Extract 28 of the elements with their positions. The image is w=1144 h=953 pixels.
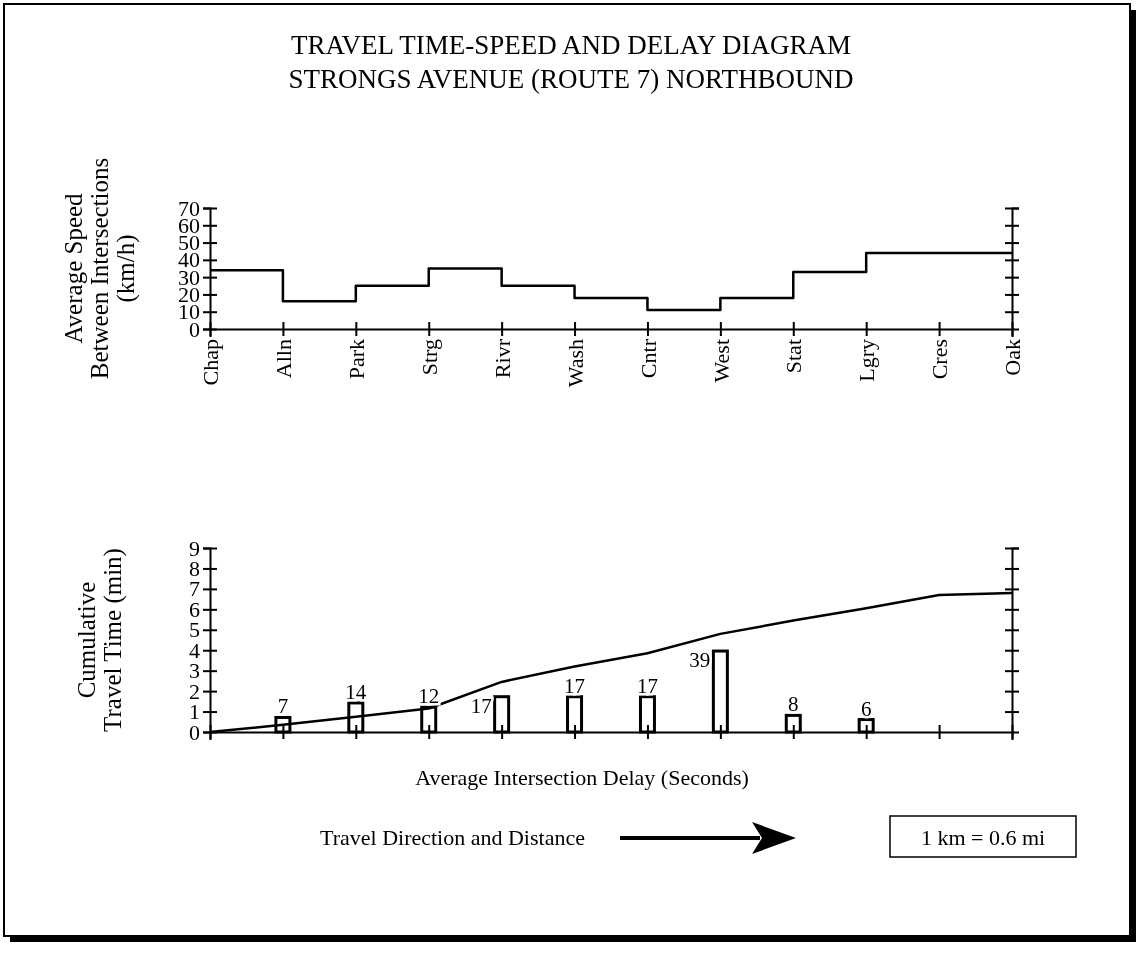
x-tick-label: Alln <box>271 339 297 379</box>
x-tick-label: Lgry <box>854 339 880 382</box>
data-label: 14 <box>345 679 367 704</box>
x-tick-label: Park <box>344 339 370 380</box>
text: 1 km = 0.6 mi <box>920 825 1046 850</box>
data-label: 8 <box>788 692 799 717</box>
x-tick-label: Rivr <box>489 338 515 379</box>
x-axis-title: Average Intersection Delay (Seconds) <box>415 765 749 790</box>
x-tick-label: Cntr <box>635 338 661 379</box>
y-axis-title: Cumulative Travel Time (min) <box>73 548 128 732</box>
x-tick-label: Strg <box>416 339 442 376</box>
data-label: 17 <box>564 673 586 698</box>
x-tick-label: Cres <box>927 339 953 380</box>
x-tick-label: Wash <box>562 339 588 388</box>
data-label: 17 <box>470 693 492 718</box>
text: Travel Direction and Distance <box>320 825 585 850</box>
chart-title: TRAVEL TIME-SPEED AND DELAY DIAGRAM <box>290 30 852 60</box>
y-axis-title: Average Speed Between Intersections (km/h) <box>60 157 141 380</box>
chart-subtitle: STRONGS AVENUE (ROUTE 7) NORTHBOUND <box>288 64 854 94</box>
data-label: 39 <box>689 648 711 673</box>
x-tick-label: Stat <box>781 339 807 374</box>
x-tick-label: Chap <box>198 339 224 386</box>
data-label: 17 <box>636 673 658 698</box>
data-label: 7 <box>277 694 289 719</box>
x-tick-label: West <box>708 339 734 383</box>
x-tick-label: Oak <box>1000 339 1026 376</box>
data-label: 12 <box>418 684 440 709</box>
data-label: 6 <box>860 696 872 721</box>
